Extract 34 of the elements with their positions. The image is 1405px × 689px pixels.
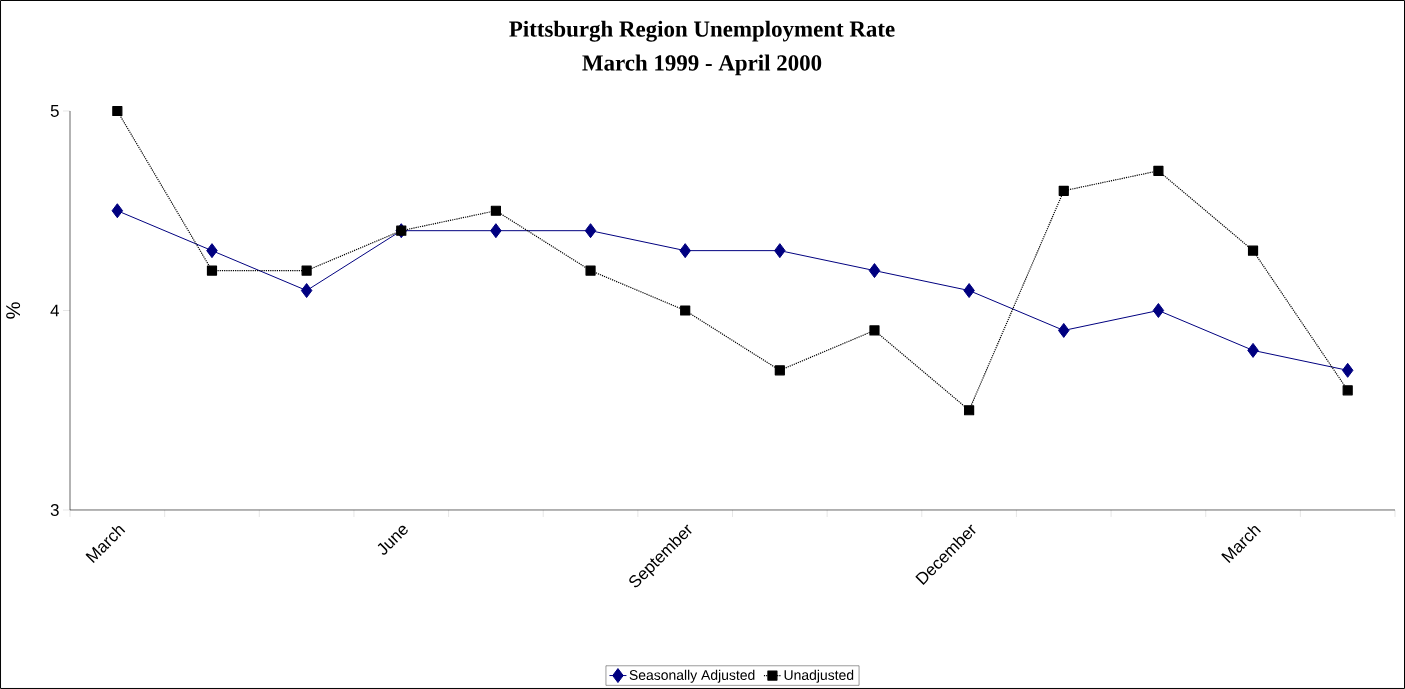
- point: [111, 203, 124, 219]
- y-axis-title: %: [6, 302, 21, 319]
- y-tick-label: 4: [50, 304, 59, 317]
- chart-subtitle: March 1999 - April 2000: [582, 54, 822, 76]
- point: [112, 105, 123, 117]
- point: [1247, 342, 1259, 358]
- point: [490, 205, 502, 216]
- legend-label: Seasonally Adjusted: [629, 669, 755, 683]
- point: [680, 305, 691, 316]
- point: [1153, 165, 1164, 176]
- point: [774, 243, 786, 259]
- point: [490, 223, 502, 239]
- point: [584, 223, 597, 239]
- point: [963, 283, 975, 299]
- point: [300, 283, 313, 299]
- legend-label: Unadjusted: [784, 669, 854, 683]
- point: [301, 265, 312, 276]
- point: [206, 265, 218, 276]
- y-tick-label: 3: [50, 503, 59, 516]
- point: [1152, 302, 1165, 318]
- point: [964, 405, 975, 416]
- point: [679, 243, 691, 259]
- point: [585, 265, 596, 276]
- point: [1342, 385, 1353, 396]
- point: [869, 325, 880, 336]
- point: [1341, 362, 1354, 378]
- y-tick-label: 5: [50, 105, 59, 117]
- point: [1247, 245, 1259, 256]
- point: [206, 243, 218, 259]
- chart-title: Pittsburgh Region Unemployment Rate: [509, 20, 895, 42]
- point: [1058, 322, 1070, 338]
- point: [774, 365, 785, 376]
- point: [1058, 185, 1069, 196]
- point: [868, 263, 881, 279]
